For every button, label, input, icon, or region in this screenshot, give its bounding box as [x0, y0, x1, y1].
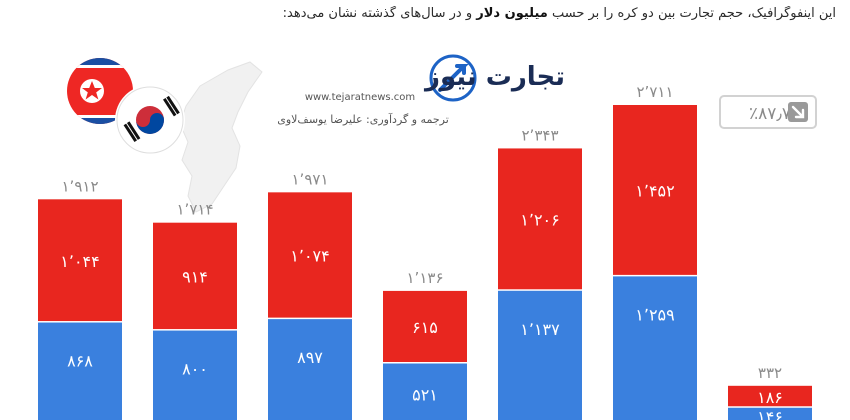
logo-credit: ترجمه و گردآوری: علیرضا یوسف‌لاوی: [277, 112, 449, 126]
bar-label-south-korea: ۸۶۸: [67, 352, 93, 371]
bar-total-label: ۱٬۱۳۶: [407, 269, 444, 287]
change-badge: ٪۸۷٫۷: [719, 95, 817, 129]
bar-south-korea: [728, 407, 812, 420]
bar-south-korea: [498, 290, 582, 420]
south-korea-flag: [115, 85, 185, 155]
bar-label-south-korea: ۱٬۱۳۷: [520, 320, 560, 339]
chart-caption: این اینفوگرافیک، حجم تجارت بین دو کره را…: [10, 6, 836, 21]
bar-label-north-korea: ۱٬۰۷۴: [290, 247, 329, 266]
bar-label-south-korea: ۸۰۰: [182, 360, 208, 379]
bar-total-label: ۱٬۹۱۲: [62, 177, 99, 195]
bar-label-south-korea: ۱۴۶: [757, 407, 783, 420]
tejarat-news-logo: تجارت نیوز www.tejaratnews.com ترجمه و گ…: [277, 54, 565, 126]
bar-north-korea: [728, 385, 812, 407]
bar-total-label: ۱٬۹۷۱: [292, 170, 329, 188]
bar-label-north-korea: ۱٬۲۰۶: [520, 211, 559, 230]
logo-name: تجارت نیوز: [423, 62, 565, 92]
bar-label-south-korea: ۱٬۲۵۹: [635, 305, 674, 324]
bar-label-south-korea: ۵۲۱: [412, 385, 438, 404]
bars-group: ۸۶۸ ۱٬۰۴۴ ۱٬۹۱۲ ۸۰۰ ۹۱۴ ۱٬۷۱۴ ۸۹۷ ۱٬۰۷۴ ۱٬۹۷۱ ۵۲۱…: [38, 83, 812, 420]
arrow-down-right-icon: [788, 102, 808, 122]
bar-label-north-korea: ۱٬۰۴۴: [60, 252, 99, 271]
bar-north-korea: [38, 199, 122, 322]
bar-total-label: ۲٬۷۱۱: [637, 83, 674, 101]
bar-total-label: ۳۳۲: [758, 364, 782, 382]
bar-label-north-korea: ۹۱۴: [182, 268, 208, 287]
bar-south-korea: [38, 322, 122, 420]
change-value: ٪۸۷٫۷: [749, 104, 791, 124]
bar-label-north-korea: ۱٬۴۵۲: [635, 182, 674, 201]
bar-north-korea: [153, 222, 237, 330]
bar-north-korea: [613, 105, 697, 275]
bar-south-korea: [383, 363, 467, 420]
bar-total-label: ۱٬۷۱۴: [177, 201, 214, 219]
korea-map-silhouette: [179, 61, 263, 213]
bar-label-south-korea: ۸۹۷: [297, 348, 323, 367]
bar-north-korea: [383, 290, 467, 363]
caption-bold: میلیون دلار: [476, 6, 548, 21]
bar-label-north-korea: ۱۸۶: [757, 388, 783, 407]
bar-south-korea: [153, 330, 237, 420]
bar-label-north-korea: ۶۱۵: [412, 318, 438, 337]
bar-south-korea: [268, 319, 352, 420]
bar-total-label: ۲٬۳۴۳: [522, 126, 559, 144]
logo-url: www.tejaratnews.com: [305, 92, 415, 103]
bar-north-korea: [498, 148, 582, 290]
bar-south-korea: [613, 276, 697, 420]
caption-after: و در سال‌های گذشته نشان می‌دهد:: [282, 6, 473, 21]
bar-north-korea: [268, 192, 352, 318]
caption-before: این اینفوگرافیک، حجم تجارت بین دو کره را…: [551, 6, 836, 21]
